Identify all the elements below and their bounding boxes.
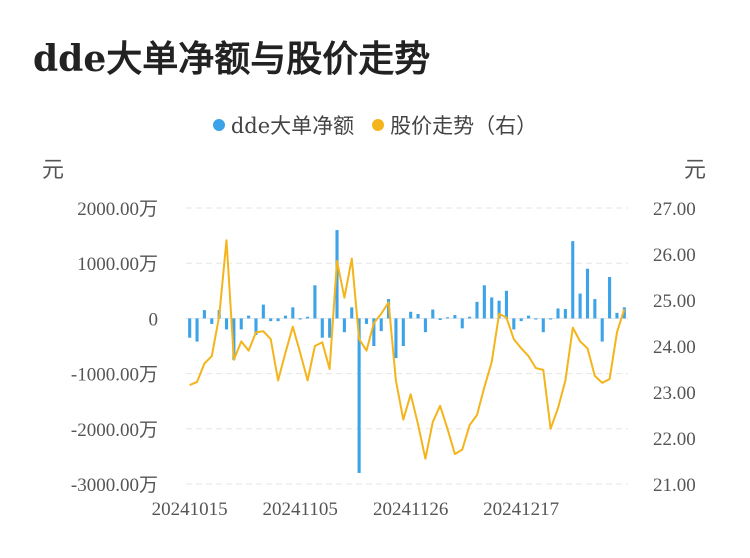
bar	[202, 310, 206, 319]
bar	[342, 318, 346, 333]
bar	[357, 318, 361, 473]
bar	[622, 307, 626, 319]
bar	[549, 318, 553, 320]
bar	[490, 297, 494, 319]
bar	[379, 318, 383, 332]
bar	[283, 315, 287, 319]
bar	[416, 313, 420, 319]
bar	[593, 299, 597, 319]
bar	[482, 285, 486, 319]
page-title: dde大单净额与股价走势	[33, 38, 431, 80]
right-tick-label: 24.00	[653, 337, 696, 358]
right-tick-label: 25.00	[653, 291, 696, 312]
bar	[409, 311, 413, 319]
left-tick-label: 0	[149, 309, 159, 330]
bar	[276, 318, 280, 322]
bar	[224, 318, 229, 330]
legend-label-price: 股价走势（右）	[390, 114, 538, 138]
right-tick-label: 23.00	[653, 383, 696, 404]
left-tick-label: -3000.00万	[71, 475, 158, 496]
bar	[512, 318, 516, 330]
right-tick-label: 21.00	[653, 475, 696, 496]
bar	[431, 309, 435, 319]
left-axis-unit: 元	[42, 158, 64, 183]
bar	[453, 315, 457, 319]
bar	[291, 307, 295, 319]
bar	[445, 317, 450, 319]
legend-label-dde: dde大单净额	[230, 114, 355, 138]
bar	[600, 318, 604, 342]
left-tick-label: -2000.00万	[71, 420, 158, 441]
bar	[534, 318, 538, 320]
bar	[394, 318, 398, 359]
bar	[401, 318, 405, 346]
axis-layer: -3000.00万 -2000.00万 -1000.00万 0 1000.00万 2000…	[71, 199, 696, 520]
bar	[372, 318, 376, 346]
bar	[423, 318, 427, 333]
bar	[188, 318, 192, 338]
legend-item-price[interactable]: 股价走势（右）	[372, 110, 537, 140]
bar	[350, 307, 354, 319]
bar	[261, 304, 265, 319]
chart-legend: dde大单净额 股价走势（右）	[0, 110, 750, 140]
right-tick-label: 22.00	[653, 429, 696, 450]
right-tick-label: 27.00	[653, 199, 696, 220]
bar	[298, 318, 302, 320]
bar	[585, 268, 590, 319]
price-line	[189, 239, 626, 460]
x-tick-label: 20241015	[152, 499, 228, 520]
bar	[254, 318, 258, 335]
bar	[460, 318, 464, 329]
bar	[519, 318, 523, 322]
bar	[320, 318, 324, 338]
legend-item-dde[interactable]: dde大单净额	[212, 110, 355, 140]
bar	[195, 318, 199, 342]
bar	[269, 318, 273, 322]
legend-dot-price	[372, 119, 385, 131]
bar	[306, 316, 310, 319]
bar	[328, 318, 332, 338]
bar	[313, 285, 317, 319]
bar	[438, 318, 442, 321]
left-tick-label: 2000.00万	[77, 199, 158, 220]
bar	[571, 241, 575, 319]
bar-series	[188, 230, 626, 473]
right-axis-unit: 元	[684, 158, 706, 183]
bar	[563, 309, 567, 319]
right-tick-label: 26.00	[653, 245, 696, 266]
bar	[364, 318, 369, 324]
bar	[247, 315, 251, 319]
bar	[497, 300, 501, 319]
legend-dot-dde	[212, 119, 225, 131]
bar	[615, 312, 619, 319]
bar	[541, 318, 545, 333]
line-series	[189, 239, 626, 460]
x-tick-label: 20241126	[373, 499, 448, 520]
x-tick-label: 20241217	[483, 499, 559, 520]
bar	[578, 293, 582, 319]
bar	[556, 308, 560, 319]
bar	[504, 290, 508, 319]
bar	[232, 318, 236, 360]
bar	[527, 315, 531, 319]
grid-layer	[186, 207, 628, 485]
bar	[239, 318, 243, 330]
left-tick-label: 1000.00万	[77, 254, 158, 275]
x-tick-label: 20241105	[263, 499, 338, 520]
bar	[210, 318, 214, 324]
bar	[608, 277, 612, 319]
bar	[468, 316, 472, 319]
left-tick-label: -1000.00万	[71, 365, 158, 386]
bar	[475, 301, 479, 319]
